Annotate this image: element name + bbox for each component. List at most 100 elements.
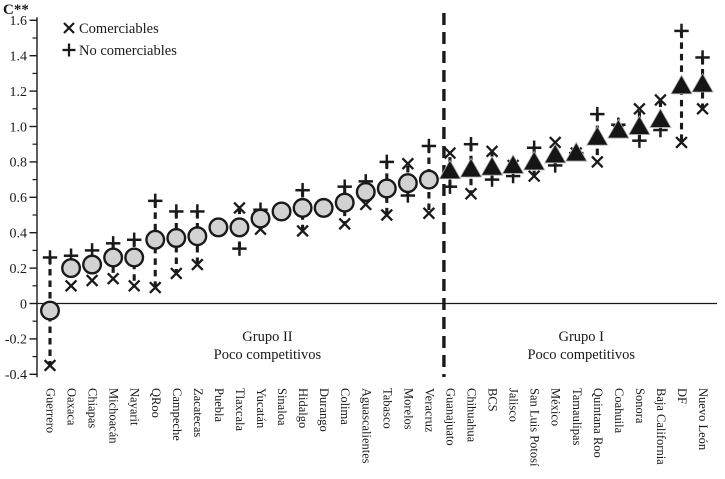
state-label: DF bbox=[675, 388, 689, 404]
comerciables-marker bbox=[338, 217, 351, 231]
state-label: QRoo bbox=[149, 388, 163, 418]
comerciables-marker bbox=[654, 93, 667, 107]
state-label: Puebla bbox=[212, 388, 226, 422]
comerciables-marker bbox=[85, 274, 99, 287]
y-axis-tick-label: 0 bbox=[20, 297, 27, 312]
comerciables-marker bbox=[106, 272, 120, 285]
y-axis-tick-label: 1.4 bbox=[10, 50, 28, 65]
state-label: México bbox=[549, 388, 563, 426]
comerciables-marker bbox=[696, 102, 709, 116]
grupo2-state-marker bbox=[376, 178, 397, 199]
comerciables-marker bbox=[233, 201, 246, 215]
grupo2-state-marker bbox=[82, 254, 103, 275]
comerciables-marker bbox=[527, 169, 541, 183]
comerciables-marker bbox=[675, 136, 688, 149]
state-label: Nuevo León bbox=[696, 388, 710, 451]
y-axis-tick-label: 1.2 bbox=[10, 85, 28, 100]
grupo2-state-marker bbox=[397, 173, 418, 194]
grupo1-state-marker bbox=[670, 74, 693, 95]
state-label: Campeche bbox=[170, 388, 184, 441]
y-axis-tick-label: 0.4 bbox=[10, 227, 28, 242]
grupo2-state-marker bbox=[40, 300, 61, 321]
grupo2-state-marker bbox=[145, 229, 166, 250]
y-axis-tick-label: 0.6 bbox=[10, 191, 28, 206]
grupo1-state-marker bbox=[691, 72, 714, 93]
state-label: Durango bbox=[317, 388, 331, 432]
grupo1-state-marker bbox=[607, 118, 630, 139]
grupo2-state-marker bbox=[187, 226, 208, 247]
comerciables-marker bbox=[633, 102, 646, 116]
state-label: Guanajuato bbox=[443, 388, 457, 446]
y-axis-tick-label: 0.8 bbox=[10, 156, 28, 171]
state-label: Oaxaca bbox=[65, 388, 79, 426]
grupo1-state-marker bbox=[565, 141, 588, 162]
state-label: Chihuahua bbox=[465, 388, 479, 443]
comerciables-marker bbox=[43, 359, 57, 372]
grupo2-state-marker bbox=[208, 217, 229, 238]
comerciables-marker bbox=[380, 208, 394, 222]
state-label: Chiapas bbox=[86, 388, 100, 428]
y-axis-tick-label: 1.6 bbox=[10, 14, 28, 29]
state-label: San Luis Potosí bbox=[528, 388, 542, 467]
state-label: Zacatecas bbox=[191, 388, 205, 437]
legend-no-comerciables-label: No comerciables bbox=[79, 43, 177, 59]
grupo1-state-marker bbox=[501, 154, 525, 174]
state-label: Sinaloa bbox=[275, 388, 289, 426]
grupo1-state-marker bbox=[459, 157, 483, 178]
state-label: Aguascalientes bbox=[359, 388, 373, 464]
grupo2-state-marker bbox=[103, 247, 124, 268]
grupo2-state-marker bbox=[418, 169, 439, 190]
legend-comerciables-icon bbox=[63, 22, 75, 34]
state-label: Michoacán bbox=[107, 388, 121, 444]
grupo1-state-marker bbox=[649, 108, 672, 128]
grupo2-state-marker bbox=[313, 197, 334, 218]
state-label: Tamaulipas bbox=[570, 388, 584, 446]
grupo1-state-marker bbox=[544, 143, 567, 164]
grupo2-state-marker bbox=[166, 228, 187, 249]
comerciables-marker bbox=[443, 146, 457, 160]
grupo1-state-marker bbox=[586, 125, 609, 146]
state-label: Tabasco bbox=[380, 388, 394, 429]
grupo1-state-marker bbox=[628, 115, 651, 135]
legend-comerciables-label: Comerciables bbox=[79, 21, 159, 37]
comerciables-marker bbox=[191, 258, 204, 271]
grupo2-state-marker bbox=[250, 208, 271, 229]
comerciables-marker bbox=[591, 155, 604, 169]
state-label: BCS bbox=[486, 388, 500, 412]
state-label: Hidalgo bbox=[296, 388, 310, 428]
state-label: Guerrero bbox=[44, 388, 58, 433]
grupo1-state-marker bbox=[438, 159, 462, 180]
comerciables-marker bbox=[401, 157, 415, 170]
y-axis-tick-label: -0.4 bbox=[5, 368, 27, 383]
grupo1-state-marker bbox=[480, 155, 504, 176]
state-label: Colima bbox=[338, 388, 352, 425]
y-axis-title: C** bbox=[3, 2, 29, 18]
comerciables-marker bbox=[64, 279, 78, 293]
state-label: Nayarit bbox=[128, 388, 142, 426]
grupo2-state-marker bbox=[355, 181, 376, 202]
state-label: Tlaxcala bbox=[233, 388, 247, 431]
comerciables-marker bbox=[485, 145, 499, 158]
state-label: Veracruz bbox=[422, 388, 436, 433]
y-axis-tick-label: 1.0 bbox=[10, 120, 28, 135]
state-label: Coahuila bbox=[612, 388, 626, 434]
comerciables-marker bbox=[422, 207, 436, 220]
group2-label-line1: Grupo II bbox=[242, 329, 293, 345]
state-label: Morelos bbox=[401, 388, 415, 430]
grupo2-state-marker bbox=[229, 217, 250, 238]
grupo2-state-marker bbox=[292, 197, 313, 218]
grupo1-state-marker bbox=[522, 150, 546, 171]
comerciables-marker bbox=[296, 224, 309, 238]
comerciables-marker bbox=[127, 279, 141, 293]
y-axis-tick-label: 0.2 bbox=[10, 262, 28, 277]
state-label: Baja California bbox=[654, 388, 668, 465]
comerciables-marker bbox=[149, 281, 162, 294]
group2-label-line2: Poco competitivos bbox=[214, 347, 322, 363]
comerciables-marker bbox=[548, 136, 562, 149]
group1-label-line2: Poco competitivos bbox=[527, 347, 635, 363]
group1-label-line1: Grupo I bbox=[558, 329, 604, 345]
grupo2-state-marker bbox=[61, 258, 82, 279]
y-axis-tick-label: -0.2 bbox=[5, 333, 27, 348]
grupo2-state-marker bbox=[124, 247, 145, 268]
